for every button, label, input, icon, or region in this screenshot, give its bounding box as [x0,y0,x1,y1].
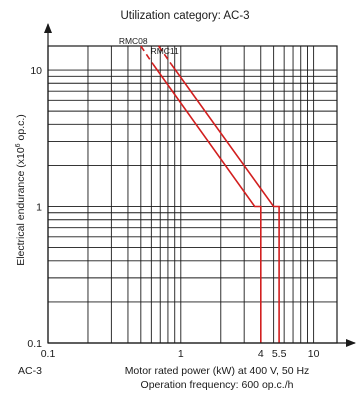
y-tick-label: 1 [36,202,42,214]
x-tick-label: 5.5 [272,348,287,360]
y-tick-label: 10 [30,65,42,77]
series-label-rmc08: RMC08 [119,36,148,46]
y-axis-label-sup: 6 [15,143,22,147]
y-axis-label: Electrical endurance (x106 op.c.) [15,114,27,266]
x-tick-label: 1 [178,348,184,360]
x-axis-label: Motor rated power (kW) at 400 V, 50 Hz [125,365,310,377]
x-tick-label: 4 [258,348,264,360]
chart-title: Utilization category: AC-3 [120,10,249,22]
series-rmc11-extension [157,45,173,65]
y-tick-label: 0.1 [27,338,42,350]
grid [47,45,338,344]
series-label-rmc11: RMC11 [151,46,179,56]
series-rmc08-extension [140,45,154,65]
corner-label: AC-3 [18,365,42,377]
series-rmc11-line [170,63,280,343]
x-axis-label-2: Operation frequency: 600 op.c./h [141,379,294,391]
tick-labels: 0.1 1 4 5.5 10 0.1 1 10 [27,65,319,360]
series-rmc08-line [152,63,262,343]
series-layer [140,45,280,343]
plot-frame [47,45,338,344]
x-tick-label: 0.1 [41,348,56,360]
x-tick-label: 10 [308,348,320,360]
